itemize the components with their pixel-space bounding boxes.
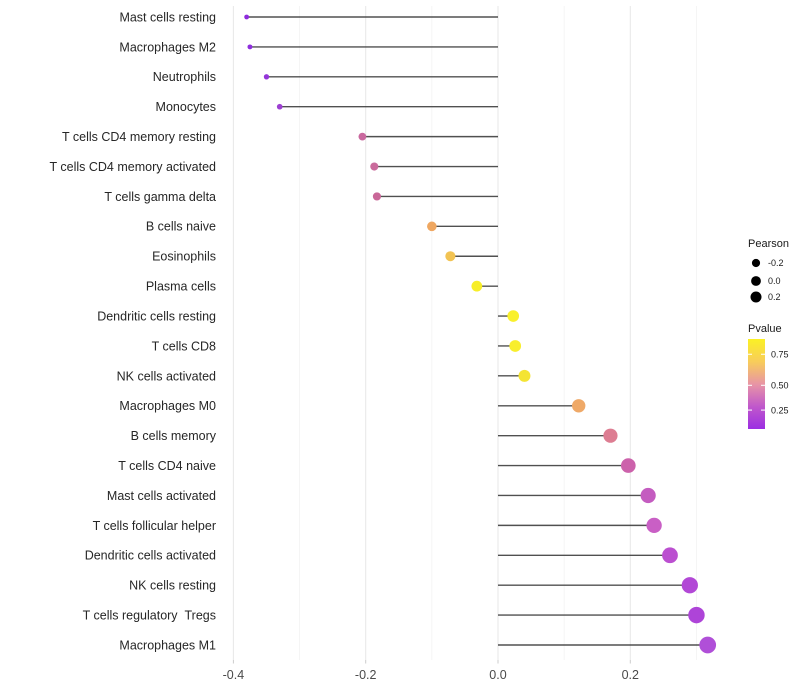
- category-label: T cells CD4 memory activated: [50, 160, 217, 174]
- category-label: T cells follicular helper: [93, 519, 216, 533]
- x-tick-label: -0.2: [355, 668, 377, 682]
- lollipop-dot: [646, 517, 662, 534]
- category-label: Dendritic cells resting: [97, 309, 216, 323]
- size-legend-dot: [751, 276, 761, 286]
- size-legend-title: Pearson: [748, 238, 789, 250]
- lollipop-dot: [681, 577, 698, 594]
- size-legend-label: 0.2: [768, 292, 781, 302]
- lollipop-dot: [247, 44, 253, 50]
- color-legend-title: Pvalue: [748, 323, 782, 335]
- lollipop-dot: [603, 428, 618, 443]
- lollipop-dot: [370, 162, 379, 171]
- category-label: Monocytes: [156, 100, 216, 114]
- lollipop-dot: [699, 636, 717, 654]
- lollipop-dot: [427, 221, 437, 232]
- category-label: T cells CD8: [152, 339, 216, 353]
- category-label: Macrophages M2: [119, 40, 216, 54]
- lollipop-dot: [640, 487, 656, 504]
- category-label: Macrophages M0: [119, 399, 216, 413]
- color-legend-gradient: [748, 339, 765, 429]
- lollipop-dot: [572, 399, 586, 413]
- category-label: Macrophages M1: [119, 638, 216, 652]
- lollipop-dot: [372, 192, 382, 201]
- category-label: T cells CD4 memory resting: [62, 130, 216, 144]
- x-tick-label: 0.2: [622, 668, 639, 682]
- lollipop-dot: [509, 340, 522, 352]
- category-label: Eosinophils: [152, 250, 216, 264]
- lollipop-dot: [276, 103, 283, 110]
- lollipop-dot: [620, 458, 636, 473]
- category-label: Plasma cells: [146, 280, 216, 294]
- category-label: T cells regulatory Tregs: [83, 609, 216, 623]
- x-tick-label: -0.4: [223, 668, 245, 682]
- category-label: T cells gamma delta: [104, 190, 216, 204]
- lollipop-dot: [471, 280, 483, 292]
- lollipop-dot: [358, 132, 367, 141]
- size-legend-label: 0.0: [768, 276, 781, 286]
- category-label: Mast cells activated: [107, 489, 216, 503]
- category-label: T cells CD4 naive: [118, 459, 216, 473]
- lollipop-dot: [662, 547, 678, 564]
- size-legend-dot: [751, 258, 761, 268]
- lollipop-dot: [445, 251, 456, 262]
- lollipop-dot: [507, 310, 520, 322]
- size-legend-dot: [750, 291, 762, 303]
- lollipop-dot: [263, 74, 270, 80]
- lollipop-dot: [244, 14, 250, 20]
- color-legend-tick-label: 0.25: [771, 405, 789, 415]
- category-label: Neutrophils: [153, 70, 216, 84]
- color-legend-tick-label: 0.75: [771, 350, 789, 360]
- x-tick-label: 0.0: [489, 668, 506, 682]
- category-label: B cells memory: [131, 429, 217, 443]
- color-legend-tick-label: 0.50: [771, 381, 789, 391]
- lollipop-dot: [688, 606, 705, 624]
- category-label: NK cells resting: [129, 579, 216, 593]
- size-legend-label: -0.2: [768, 258, 784, 268]
- category-label: Dendritic cells activated: [85, 549, 216, 563]
- category-label: Mast cells resting: [119, 10, 216, 24]
- category-label: NK cells activated: [117, 369, 216, 383]
- category-label: B cells naive: [146, 220, 216, 234]
- lollipop-dot: [518, 369, 531, 382]
